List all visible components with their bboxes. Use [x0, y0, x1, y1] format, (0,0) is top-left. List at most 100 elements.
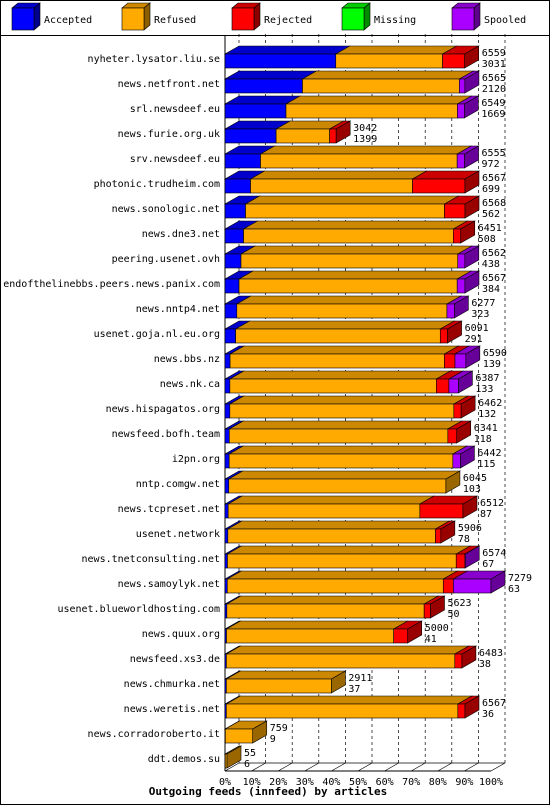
- bar-segment-top-refused: [225, 595, 440, 605]
- bar-segment-accepted: [224, 78, 303, 94]
- bar-segment-accepted: [224, 103, 287, 119]
- bar-segment-top-refused: [237, 270, 473, 280]
- accepted-value: 133: [475, 384, 493, 395]
- x-tick-label: 20%: [269, 777, 287, 788]
- bar-segment-accepted: [224, 328, 236, 344]
- legend-swatch: [231, 7, 255, 31]
- accepted-value: 562: [482, 209, 500, 220]
- category-label: news.bbs.nz: [154, 354, 220, 365]
- bar-segment-rejected: [444, 353, 456, 369]
- accepted-value: 36: [482, 709, 494, 720]
- legend-swatch-side: [33, 2, 41, 31]
- x-axis-ticks: 0% 10% 20% 30% 40% 50% 60% 70% 80% 90% 100%: [219, 777, 503, 788]
- offered-value: 5906: [458, 523, 482, 534]
- bar-segment-rejected: [442, 53, 465, 69]
- bar-news-bbs-nz: [223, 345, 481, 369]
- bar-segment-refused: [225, 728, 254, 744]
- bar-srl-newsdeef-eu: [223, 95, 480, 119]
- offered-value: 7279: [508, 573, 532, 584]
- offered-value: 6341: [474, 423, 498, 434]
- bar-segment-top-refused: [225, 645, 470, 655]
- bar-segment-refused: [243, 228, 454, 244]
- category-label: newsfeed.bofh.team: [112, 429, 220, 440]
- value-labels: 6559303165652120654916693042139965559726…: [244, 48, 532, 770]
- accepted-value: 2120: [482, 84, 506, 95]
- category-label: news.netfront.net: [118, 79, 220, 90]
- legend-swatch: [121, 7, 145, 31]
- bar-side: [331, 670, 346, 694]
- bar-segment-top-refused: [226, 570, 459, 580]
- category-label: nyheter.lysator.liu.se: [88, 54, 220, 65]
- bar-usenet-goja-nl-eu-org: [223, 320, 463, 344]
- bar-segment-refused: [245, 203, 445, 219]
- bar-segment-top-refused: [239, 245, 473, 255]
- bar-segment-refused: [229, 428, 449, 444]
- bar-segment-accepted: [224, 453, 230, 469]
- bar-photonic-trudheim-com: [223, 170, 481, 194]
- floor-line: [278, 762, 293, 772]
- offered-value: 6387: [475, 373, 499, 384]
- bar-segment-accepted: [224, 278, 240, 294]
- category-label: srv.newsdeef.eu: [130, 154, 220, 165]
- bar-segment-spooled: [457, 253, 466, 269]
- offered-value: 6574: [482, 548, 506, 559]
- category-label: news.samoylyk.net: [118, 579, 220, 590]
- bar-side: [456, 420, 472, 444]
- bar-segment-refused: [228, 478, 447, 494]
- category-label: news.quux.org: [142, 629, 220, 640]
- bar-segment-top-refused: [227, 470, 462, 480]
- bar-segment-refused: [228, 453, 454, 469]
- bar-segment-accepted: [224, 303, 238, 319]
- category-label: news.corradoroberto.it: [88, 729, 220, 740]
- legend-item-spooled: Spooled: [451, 2, 526, 31]
- bar-segment-refused: [260, 153, 458, 169]
- legend-label: Accepted: [44, 15, 92, 26]
- bar-segment-accepted: [224, 403, 231, 419]
- offered-value: 6568: [482, 198, 506, 209]
- bar-side: [460, 395, 476, 419]
- category-label: news.nntp4.net: [136, 304, 220, 315]
- bar-side: [445, 470, 461, 494]
- accepted-value: 37: [348, 684, 360, 695]
- offered-value: 6277: [471, 298, 495, 309]
- bar-side: [226, 745, 242, 769]
- x-tick-label: 90%: [455, 777, 473, 788]
- bars: [223, 45, 507, 769]
- bar-segment-spooled: [452, 453, 461, 469]
- bar-side: [462, 495, 478, 519]
- bar-segment-top-refused: [235, 295, 463, 305]
- x-tick-label: 10%: [243, 777, 261, 788]
- accepted-value: 1669: [481, 109, 505, 120]
- bar-news-furie-org-uk: [223, 120, 352, 144]
- bar-segment-accepted: [224, 203, 246, 219]
- bar-segment-accepted: [224, 428, 230, 444]
- bar-segment-refused: [285, 103, 458, 119]
- bar-segment-refused: [227, 528, 436, 544]
- floor-line: [384, 762, 399, 772]
- legend-swatch: [341, 7, 365, 31]
- bar-segment-accepted: [224, 53, 337, 69]
- offered-value: 5000: [425, 623, 449, 634]
- bar-segment-accepted: [224, 353, 231, 369]
- accepted-value: 1399: [353, 134, 377, 145]
- category-label: srl.newsdeef.eu: [130, 104, 220, 115]
- floor-line: [331, 762, 346, 772]
- bar-segment-accepted: [224, 128, 277, 144]
- bar-segment-top-refused: [226, 545, 472, 555]
- legend-swatch-side: [253, 2, 261, 31]
- accepted-value: 438: [482, 259, 500, 270]
- bar-segment-rejected: [447, 428, 458, 444]
- floor-line: [411, 762, 426, 772]
- accepted-value: 132: [478, 409, 496, 420]
- x-tick-label: 70%: [402, 777, 420, 788]
- bar-segment-accepted: [224, 378, 231, 394]
- offered-value: 6565: [482, 73, 506, 84]
- bar-news-dne3-net: [223, 220, 476, 244]
- accepted-value: 699: [482, 184, 500, 195]
- bar-segment-refused: [236, 303, 448, 319]
- category-label: endofthelinebbs.peers.news.panix.com: [3, 279, 220, 290]
- accepted-value: 508: [478, 234, 496, 245]
- bar-segment-accepted: [224, 528, 229, 544]
- legend-swatch: [451, 7, 475, 31]
